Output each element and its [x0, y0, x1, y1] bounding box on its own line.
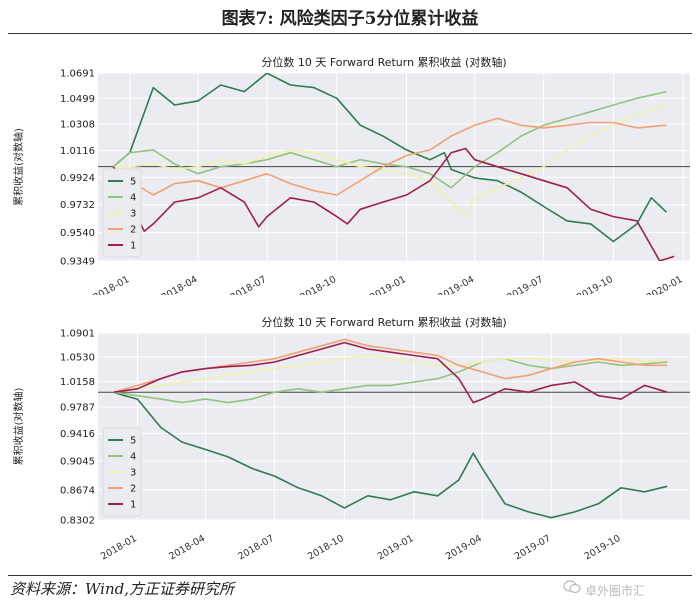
x-tick-label: 2019-07	[513, 533, 553, 562]
y-tick-label: 0.9349	[60, 257, 95, 268]
y-tick-label: 1.0158	[60, 377, 95, 388]
series-line-5	[112, 73, 668, 243]
legend-label-4: 4	[130, 193, 136, 204]
series-line-4	[113, 357, 668, 404]
plot-area	[98, 333, 690, 520]
y-tick-label: 0.9540	[60, 228, 95, 239]
y-tick-label: 1.0691	[60, 69, 95, 80]
figure-title: 图表7: 风险类因子5分位累计收益	[221, 9, 479, 29]
x-tick-label: 2018-10	[298, 274, 338, 295]
y-axis-label: 累积收益(对数轴)	[12, 388, 25, 466]
series-line-5	[113, 391, 668, 519]
y-tick-label: 0.8674	[60, 485, 95, 496]
x-tick-label: 2018-07	[229, 274, 269, 295]
chart-top: 0.9349 0.9540 0.9732 0.9924 1.0116 1.0308 1.04…	[0, 40, 700, 303]
watermark: 卓外圈市汇	[585, 584, 646, 598]
legend-label-2: 2	[130, 484, 136, 495]
x-tick-label: 2018-01	[91, 274, 131, 295]
y-tick-label: 0.9045	[60, 457, 95, 468]
wechat-icon	[563, 580, 581, 594]
x-tick-label: 2018-04	[167, 533, 207, 562]
x-tick-label: 2018-01	[99, 533, 139, 562]
x-tick-label: 2018-04	[160, 274, 200, 295]
y-tick-label: 1.0116	[60, 146, 95, 157]
x-tick-label: 2019-04	[436, 274, 476, 295]
x-tick-label: 2019-10	[575, 274, 615, 295]
legend-label-2: 2	[130, 225, 136, 236]
legend-label-5: 5	[130, 177, 136, 188]
series-line-2	[112, 117, 667, 196]
y-axis-label: 累积收益(对数轴)	[12, 128, 25, 206]
source-rule	[8, 575, 692, 576]
legend-label-4: 4	[130, 452, 136, 463]
series-line-4	[112, 90, 667, 189]
chart-top-svg: 0.9349 0.9540 0.9732 0.9924 1.0116 1.0308 1.04…	[12, 55, 690, 303]
y-tick-label: 1.0901	[60, 329, 95, 340]
x-tick-label: 2019-01	[368, 274, 408, 295]
series-line-1	[112, 147, 675, 261]
x-tick-label: 2020-01	[645, 274, 685, 295]
y-tick-label: 0.9416	[60, 429, 95, 440]
y-tick-label: 0.8302	[60, 516, 95, 527]
chart-title: 分位数 10 天 Forward Return 累积收益 (对数轴)	[261, 55, 506, 69]
x-tick-label: 2019-04	[444, 533, 484, 562]
series-line-1	[113, 341, 668, 404]
legend-label-3: 3	[130, 209, 136, 220]
legend-label-1: 1	[130, 500, 136, 511]
chart-title: 分位数 10 天 Forward Return 累积收益 (对数轴)	[261, 315, 506, 329]
y-tick-label: 1.0530	[60, 352, 95, 363]
x-tick-label: 2019-07	[505, 274, 545, 295]
y-tick-label: 0.9732	[60, 200, 95, 211]
x-tick-label: 2018-07	[236, 533, 276, 562]
y-tick-label: 0.9924	[60, 173, 95, 184]
legend-label-1: 1	[130, 241, 136, 252]
y-tick-label: 0.9787	[60, 403, 95, 414]
y-tick-label: 1.0499	[60, 94, 95, 105]
x-tick-label: 2018-10	[306, 533, 346, 562]
x-tick-label: 2019-01	[376, 533, 416, 562]
title-rule	[8, 33, 692, 34]
series-line-3	[113, 104, 667, 218]
source-note: 资料来源：Wind,方正证券研究所	[10, 580, 234, 598]
chart-bottom-svg: 0.8302 0.8674 0.9045 0.9416 0.9787 1.0158 1.05…	[12, 315, 690, 562]
y-tick-label: 1.0308	[60, 120, 95, 131]
x-tick-label: 2019-10	[583, 533, 623, 562]
legend-label-5: 5	[130, 436, 136, 447]
legend-label-3: 3	[130, 468, 136, 479]
chart-bottom: 0.8302 0.8674 0.9045 0.9416 0.9787 1.0158 1.05…	[0, 308, 700, 567]
